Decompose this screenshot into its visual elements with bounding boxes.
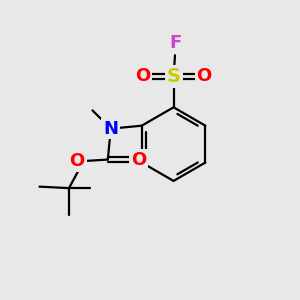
Text: O: O [196, 68, 212, 85]
Text: S: S [167, 67, 181, 86]
Text: O: O [135, 68, 151, 85]
Text: F: F [169, 34, 181, 52]
Text: O: O [70, 152, 85, 170]
Text: O: O [131, 151, 146, 169]
Text: N: N [103, 120, 118, 138]
